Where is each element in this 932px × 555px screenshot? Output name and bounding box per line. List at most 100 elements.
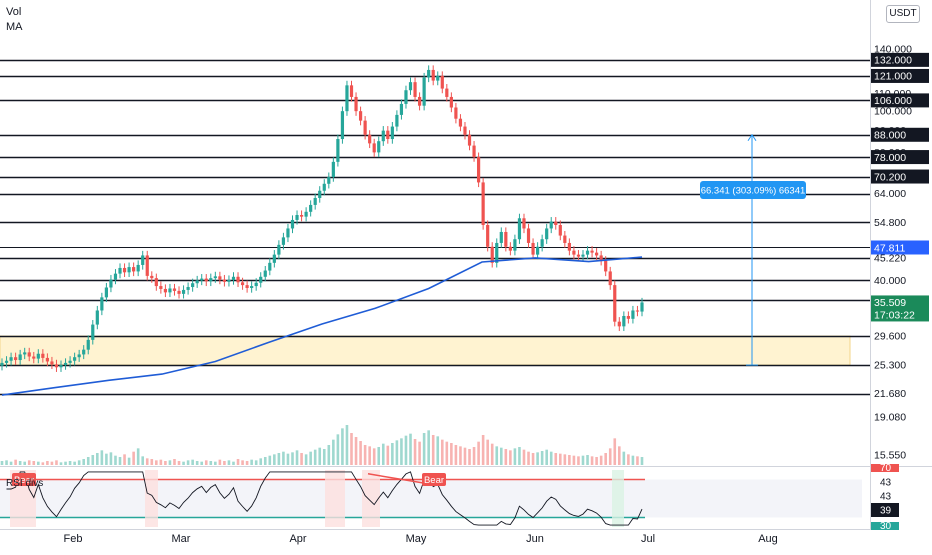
candle-body bbox=[581, 254, 585, 257]
candle-body bbox=[259, 276, 263, 283]
level-price-tag-box bbox=[871, 169, 929, 184]
volume-bar bbox=[472, 447, 476, 465]
candle-body bbox=[309, 204, 313, 212]
volume-bar bbox=[313, 449, 317, 465]
candle-body bbox=[68, 360, 72, 363]
ma-indicator-label[interactable]: MA bbox=[6, 21, 23, 33]
time-axis-tick: Jun bbox=[526, 533, 544, 545]
volume-bar bbox=[554, 453, 558, 465]
volume-bar bbox=[86, 457, 90, 465]
volume-bar bbox=[114, 455, 117, 465]
candle-body bbox=[436, 75, 440, 81]
volume-bar bbox=[59, 462, 63, 465]
volume-bar bbox=[105, 453, 108, 465]
price-axis-tick: 29.600 bbox=[874, 331, 906, 343]
candle-body bbox=[213, 276, 217, 279]
candle-body bbox=[268, 262, 272, 271]
volume-bar bbox=[636, 456, 639, 465]
candle-body bbox=[417, 96, 422, 106]
volume-bar bbox=[268, 455, 272, 465]
candle-body bbox=[209, 278, 213, 282]
candle-body bbox=[172, 288, 177, 291]
volume-bar bbox=[568, 455, 571, 465]
volume-bar bbox=[32, 461, 36, 465]
candle-body bbox=[73, 357, 77, 361]
candle-body bbox=[595, 252, 599, 256]
candle-body bbox=[567, 242, 571, 251]
volume-bar bbox=[427, 430, 430, 465]
volume-bar bbox=[368, 446, 371, 465]
candle-body bbox=[132, 267, 136, 272]
volume-bar bbox=[563, 454, 567, 465]
rsi-bear-badge-box bbox=[12, 473, 36, 486]
candle-body bbox=[495, 242, 499, 263]
candle-body bbox=[281, 237, 286, 245]
candle-body bbox=[354, 96, 358, 112]
volume-bar bbox=[440, 439, 444, 465]
volume-bar bbox=[445, 441, 449, 465]
rsi-axis-tag-box bbox=[871, 464, 899, 472]
rsi-axis-tick: 43 bbox=[880, 492, 892, 503]
volume-bar bbox=[286, 453, 290, 465]
volume-bar bbox=[522, 449, 526, 465]
candle-body bbox=[154, 278, 158, 287]
volume-bar bbox=[55, 460, 58, 465]
vol-indicator-label[interactable]: Vol bbox=[6, 6, 22, 18]
volume-bar bbox=[590, 456, 594, 465]
volume-bar bbox=[381, 443, 385, 465]
volume-bar bbox=[291, 452, 294, 465]
volume-bar bbox=[490, 443, 494, 465]
price-axis-tick: 100.000 bbox=[874, 106, 912, 118]
candle-body bbox=[590, 250, 594, 253]
candle-body bbox=[150, 275, 154, 279]
candle-body bbox=[536, 246, 540, 255]
rsi-indicator-label: RSI divs bbox=[6, 478, 43, 489]
time-axis-tick: May bbox=[406, 533, 427, 545]
candle-body bbox=[177, 290, 181, 294]
volume-bar bbox=[91, 455, 95, 465]
volume-bar bbox=[450, 443, 453, 465]
price-pane-bg bbox=[0, 0, 870, 466]
volume-bar bbox=[273, 454, 276, 465]
price-axis-tick: 64.000 bbox=[874, 188, 906, 200]
volume-bar bbox=[295, 450, 299, 465]
candle-body bbox=[141, 255, 145, 265]
volume-bar bbox=[82, 459, 86, 465]
volume-bar bbox=[263, 457, 267, 465]
rsi-axis-tag-box bbox=[871, 522, 899, 530]
volume-bar bbox=[18, 461, 22, 465]
volume-bar bbox=[332, 439, 335, 465]
rsi-divergence-band bbox=[325, 470, 345, 527]
candle-body bbox=[91, 324, 95, 340]
candle-body bbox=[0, 362, 4, 366]
volume-bar bbox=[100, 450, 104, 465]
level-price-tag: 78.000 bbox=[874, 152, 906, 164]
volume-bar bbox=[391, 443, 394, 465]
rsi-bear-badge: Bear bbox=[14, 475, 34, 486]
volume-bar bbox=[73, 461, 76, 465]
volume-bar bbox=[259, 458, 263, 465]
candle-body bbox=[290, 219, 295, 229]
measure-label: 66.341 (303.09%) 66341 bbox=[701, 186, 806, 197]
rsi-divergence-band bbox=[145, 470, 158, 527]
volume-bar bbox=[209, 461, 213, 465]
volume-bar bbox=[631, 455, 635, 465]
candle-body bbox=[272, 254, 276, 263]
candle-body bbox=[549, 221, 553, 229]
candle-body bbox=[127, 267, 131, 273]
candle-body bbox=[50, 361, 54, 365]
rsi-bear-badge-box bbox=[422, 473, 446, 486]
volume-bar bbox=[277, 453, 281, 465]
rsi-axis-tag-box bbox=[871, 503, 899, 517]
candle-body bbox=[613, 285, 617, 322]
volume-bar bbox=[64, 461, 67, 465]
level-price-tag-box bbox=[871, 93, 929, 108]
volume-bar bbox=[359, 441, 362, 465]
countdown-tag: 17:03:22 bbox=[874, 310, 915, 322]
candle-body bbox=[227, 279, 231, 282]
currency-button[interactable]: USDT bbox=[886, 5, 920, 23]
volume-bar bbox=[413, 439, 417, 465]
volume-bar bbox=[186, 460, 190, 465]
candle-body bbox=[313, 197, 317, 205]
